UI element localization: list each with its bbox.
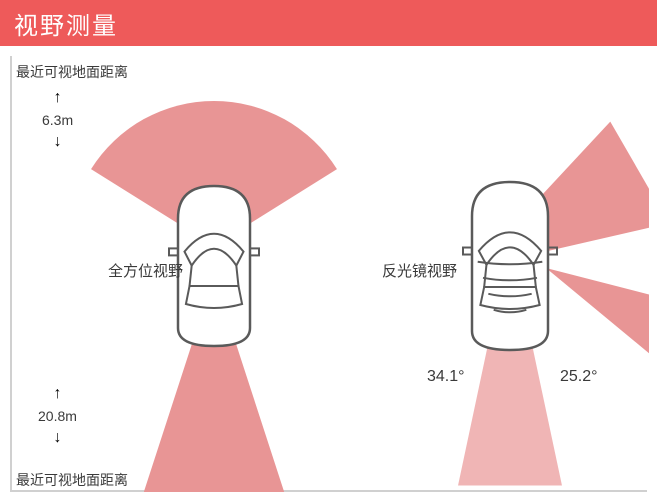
right-angle-value: 25.2° <box>560 368 598 386</box>
diagram-container: 最近可视地面距离 ↑ 6.3m ↓ 全方位视野 ↑ 20.8m ↓ 最近可视地面… <box>10 56 647 492</box>
header-title: 视野测量 <box>14 6 118 41</box>
header-bar: 视野测量 <box>0 0 657 46</box>
right-car-icon <box>12 56 649 492</box>
right-caption: 反光镜视野 <box>382 260 457 281</box>
left-angle-value: 34.1° <box>427 368 465 386</box>
